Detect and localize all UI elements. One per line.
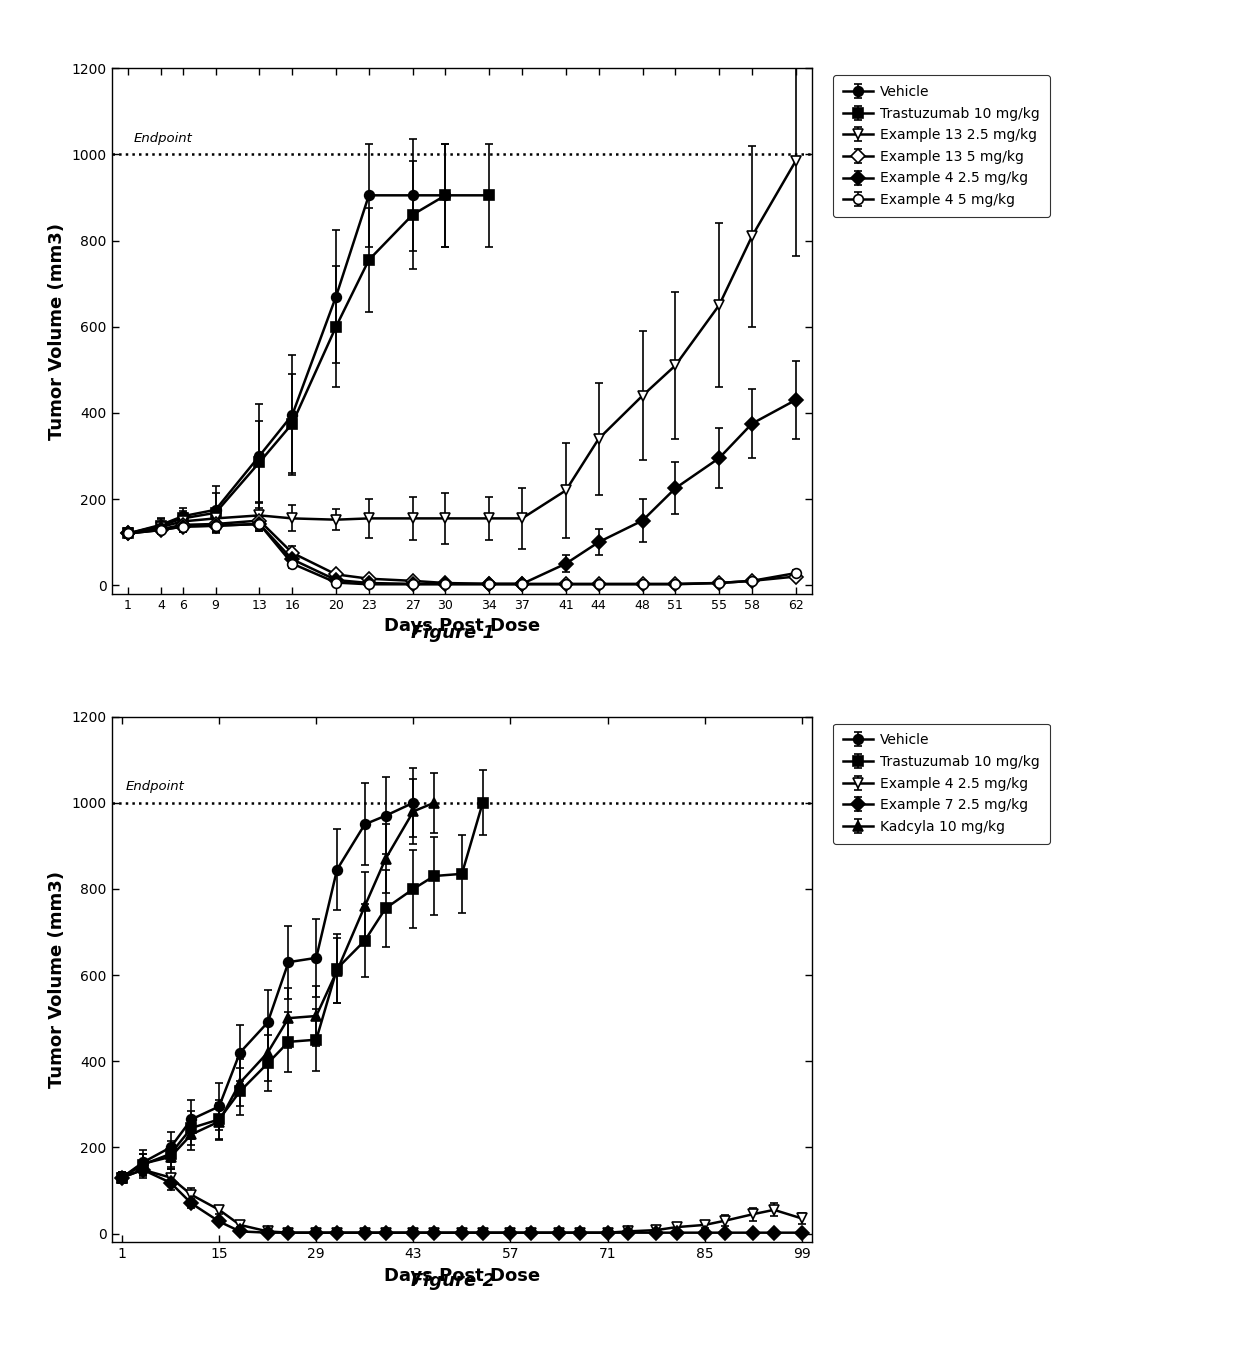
Text: Endpoint: Endpoint bbox=[125, 781, 185, 793]
Text: Figure 2: Figure 2 bbox=[410, 1272, 495, 1290]
Legend: Vehicle, Trastuzumab 10 mg/kg, Example 13 2.5 mg/kg, Example 13 5 mg/kg, Example: Vehicle, Trastuzumab 10 mg/kg, Example 1… bbox=[833, 75, 1050, 217]
X-axis label: Days Post Dose: Days Post Dose bbox=[384, 617, 539, 635]
Legend: Vehicle, Trastuzumab 10 mg/kg, Example 4 2.5 mg/kg, Example 7 2.5 mg/kg, Kadcyla: Vehicle, Trastuzumab 10 mg/kg, Example 4… bbox=[833, 723, 1050, 844]
X-axis label: Days Post Dose: Days Post Dose bbox=[384, 1267, 539, 1284]
Text: Figure 1: Figure 1 bbox=[410, 624, 495, 642]
Y-axis label: Tumor Volume (mm3): Tumor Volume (mm3) bbox=[48, 222, 66, 440]
Y-axis label: Tumor Volume (mm3): Tumor Volume (mm3) bbox=[48, 871, 66, 1088]
Text: Endpoint: Endpoint bbox=[134, 132, 192, 145]
